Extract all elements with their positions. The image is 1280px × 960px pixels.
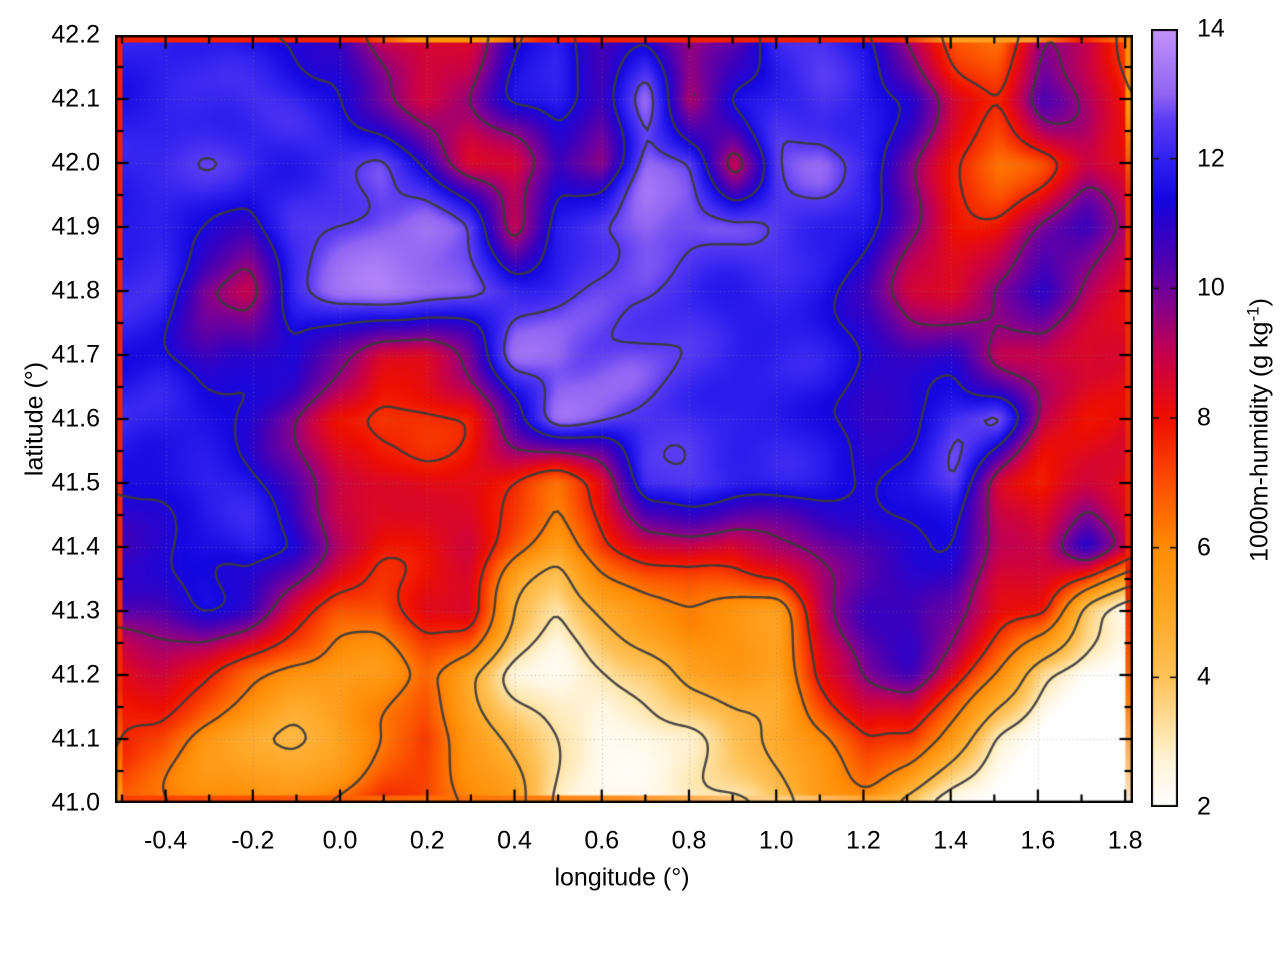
colorbar-tick-label: 2 <box>1197 792 1211 821</box>
y-tick-label: 41.9 <box>51 212 100 241</box>
colorbar-tick-label: 14 <box>1197 14 1225 43</box>
y-tick-label: 42.1 <box>51 84 100 113</box>
y-tick-label: 41.6 <box>51 404 100 433</box>
y-tick-label: 41.0 <box>51 788 100 817</box>
y-tick-label: 42.2 <box>51 20 100 49</box>
x-tick-label: -0.4 <box>144 826 188 855</box>
colorbar-canvas <box>1151 29 1178 807</box>
y-tick-label: 41.2 <box>51 660 100 689</box>
x-tick-label: -0.2 <box>231 826 275 855</box>
x-tick-label: 1.0 <box>758 826 794 855</box>
x-tick-label: 1.4 <box>933 826 969 855</box>
x-tick-label: 0.2 <box>409 826 445 855</box>
colorbar-tick-label: 6 <box>1197 533 1211 562</box>
y-tick-label: 41.7 <box>51 340 100 369</box>
colorbar-tick-label: 8 <box>1197 403 1211 432</box>
x-tick-label: 0.6 <box>584 826 620 855</box>
colorbar-tick-label: 10 <box>1197 273 1225 302</box>
colorbar-title-close: ) <box>1245 298 1274 307</box>
colorbar-tick-label: 12 <box>1197 144 1225 173</box>
y-tick-label: 41.1 <box>51 724 100 753</box>
y-tick-label: 41.5 <box>51 468 100 497</box>
x-tick-label: 0.0 <box>322 826 358 855</box>
y-tick-label: 42.0 <box>51 148 100 177</box>
x-tick-label: 1.6 <box>1020 826 1056 855</box>
x-tick-label: 1.2 <box>846 826 881 855</box>
y-tick-label: 41.8 <box>51 276 100 305</box>
y-tick-label: 41.3 <box>51 596 100 625</box>
colorbar-tick-label: 4 <box>1197 662 1211 691</box>
colorbar-title-superscript: -1 <box>1243 306 1263 322</box>
x-tick-label: 1.8 <box>1107 826 1143 855</box>
heatmap-canvas <box>115 35 1133 803</box>
colorbar-title-text: 1000m-humidity (g kg <box>1245 321 1274 562</box>
x-tick-label: 0.4 <box>497 826 532 855</box>
x-tick-label: 0.8 <box>671 826 707 855</box>
y-tick-label: 41.4 <box>51 532 100 561</box>
